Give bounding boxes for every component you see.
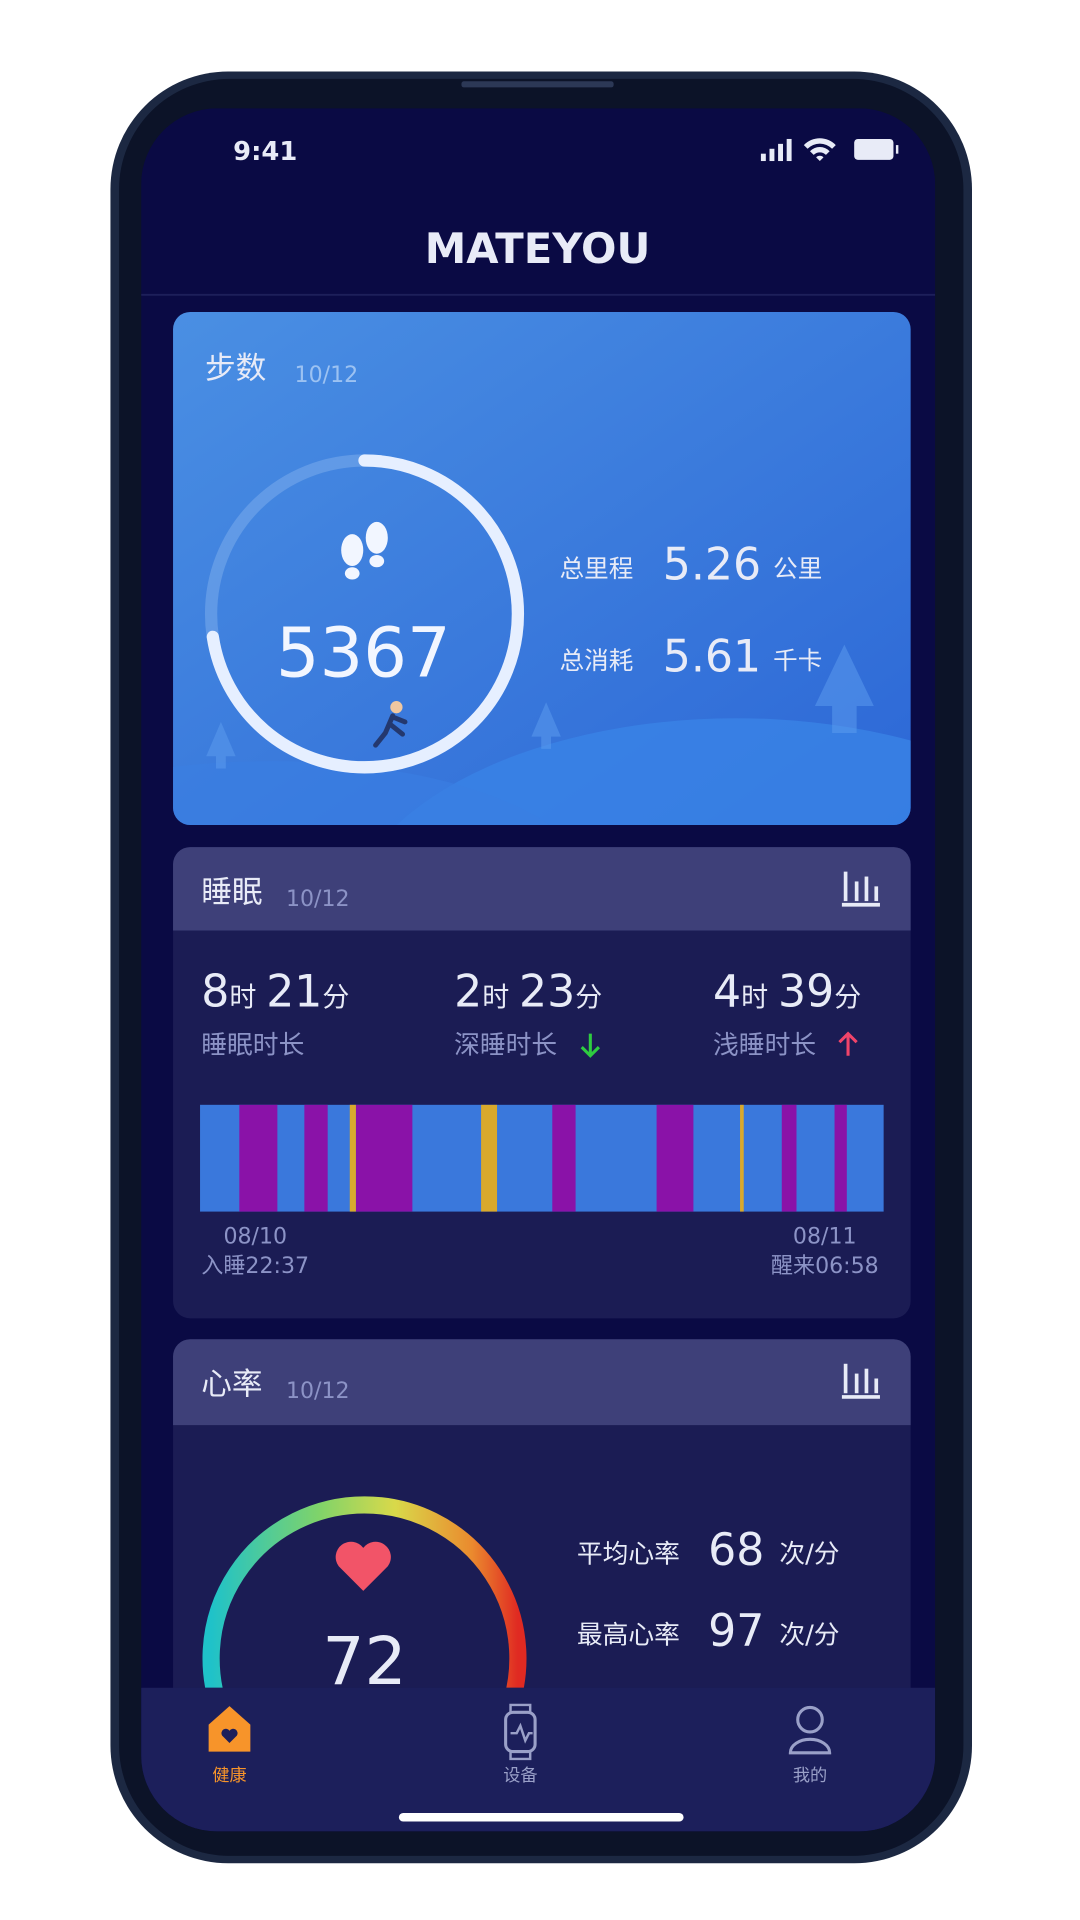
awake-segments xyxy=(349,1104,744,1212)
tab-label: 我的 xyxy=(793,1766,827,1786)
sleep-duration-label: 睡眠时长 xyxy=(201,1030,304,1060)
steps-card: 步数 10/12 5367 总里程 5.26 公里 总消耗 5.61 千卡 xyxy=(173,312,911,825)
footprints-icon xyxy=(341,521,388,580)
tab-label: 健康 xyxy=(212,1766,246,1786)
home-heart xyxy=(221,1728,238,1743)
tab-bar-bg xyxy=(141,1687,936,1832)
steps-title: 步数 xyxy=(205,351,266,386)
heart-gauge xyxy=(202,1496,527,1688)
sleep-timeline xyxy=(200,1104,884,1212)
sleep-end-time: 醒来06:58 xyxy=(771,1253,879,1279)
sleep-chart-icon[interactable] xyxy=(841,871,880,907)
app-title: MATEYOU xyxy=(425,224,651,273)
person-head xyxy=(796,1705,824,1734)
sleep-duration: 8时 21分 xyxy=(201,967,349,1018)
sleep-title: 睡眠 xyxy=(201,875,262,910)
home-icon xyxy=(208,1706,251,1752)
steps-date: 10/12 xyxy=(295,362,359,388)
max-rate-label: 最高心率 xyxy=(577,1621,680,1651)
sleep-card-header xyxy=(173,847,911,931)
avg-rate-unit: 次/分 xyxy=(779,1540,839,1570)
steps-scenery xyxy=(173,644,911,825)
max-rate-unit: 次/分 xyxy=(779,1621,839,1651)
avg-rate-label: 平均心率 xyxy=(577,1540,680,1570)
home-indicator xyxy=(398,1812,684,1822)
distance-value: 5.26 xyxy=(663,540,761,591)
avg-rate-value: 68 xyxy=(708,1525,764,1576)
tab-me[interactable]: 我的 xyxy=(788,1705,832,1786)
steps-card-bg xyxy=(173,312,911,825)
light-sleep-segment xyxy=(200,1104,884,1212)
heart-card-header xyxy=(173,1339,911,1426)
status-icons xyxy=(760,138,899,162)
tab-bar: 健康 设备 我的 xyxy=(141,1687,936,1832)
person-body xyxy=(788,1737,832,1755)
tab-label: 设备 xyxy=(503,1766,537,1786)
light-duration-label: 浅睡时长 xyxy=(713,1030,816,1060)
steps-count: 5367 xyxy=(276,614,451,694)
screen: 9:41 MATEYOU 步数 10/12 xyxy=(141,108,936,1832)
watch-icon xyxy=(504,1710,537,1754)
status-time: 9:41 xyxy=(233,137,297,167)
sleep-light: 4时 39分 浅睡时长 xyxy=(713,967,861,1061)
speaker xyxy=(461,81,614,88)
heart-icon xyxy=(335,1541,391,1591)
deep-duration-label: 深睡时长 xyxy=(454,1030,557,1060)
sleep-total: 8时 21分 睡眠时长 xyxy=(201,967,349,1061)
tab-health[interactable]: 健康 xyxy=(208,1706,251,1786)
down-arrow xyxy=(580,1033,600,1058)
deep-sleep-segments xyxy=(239,1104,847,1212)
sleep-end-date: 08/11 xyxy=(793,1224,857,1250)
sleep-card: 睡眠 10/12 8时 21分 睡眠时长 2时 23分 深睡时长 xyxy=(173,847,911,1319)
calorie-label: 总消耗 xyxy=(560,646,634,675)
heart-title: 心率 xyxy=(201,1367,262,1402)
deep-duration: 2时 23分 xyxy=(454,967,602,1018)
sleep-date: 10/12 xyxy=(286,886,350,912)
watch-detail xyxy=(509,1703,533,1761)
distance-unit: 公里 xyxy=(773,554,822,583)
calorie-value: 5.61 xyxy=(663,632,761,683)
sleep-start-time: 入睡22:37 xyxy=(201,1253,309,1279)
heart-gauge-arc xyxy=(202,1496,527,1688)
max-rate-value: 97 xyxy=(708,1606,764,1657)
tab-device[interactable]: 设备 xyxy=(503,1703,538,1786)
calorie-unit: 千卡 xyxy=(773,646,822,675)
sleep-start-date: 08/10 xyxy=(223,1224,287,1250)
runner-icon xyxy=(373,701,408,748)
up-arrow xyxy=(838,1031,858,1056)
distance-label: 总里程 xyxy=(560,554,634,583)
heart-date: 10/12 xyxy=(286,1378,350,1404)
light-duration: 4时 39分 xyxy=(713,967,861,1018)
heart-chart-icon[interactable] xyxy=(841,1363,880,1399)
heart-rate: 72 xyxy=(322,1622,406,1700)
sleep-deep: 2时 23分 深睡时长 xyxy=(454,967,602,1061)
steps-ring-progress xyxy=(204,454,525,774)
